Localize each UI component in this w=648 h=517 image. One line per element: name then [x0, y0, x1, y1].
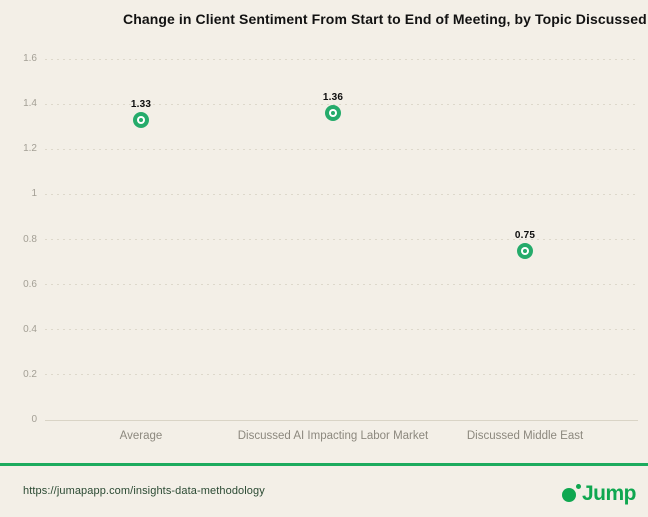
y-axis-tick-label: 0.8	[23, 233, 37, 245]
y-axis-tick-label: 1.4	[23, 98, 37, 110]
data-point-marker	[325, 105, 341, 122]
x-axis-category-label: Discussed Middle East	[466, 430, 584, 442]
jump-logo-small-dot-icon	[576, 484, 581, 489]
y-axis-tick-label: 0.2	[23, 368, 37, 380]
y-axis-tick-label: 0	[31, 414, 37, 425]
x-axis-category-label: Average	[119, 430, 163, 442]
gridline	[45, 329, 638, 331]
jump-logo-wordmark: Jump	[582, 482, 637, 505]
jump-logo: Jump	[562, 481, 642, 507]
marker-inner-ring	[137, 115, 145, 124]
gridline	[45, 148, 638, 150]
marker-inner-ring	[521, 246, 529, 255]
gridline	[45, 239, 638, 240]
data-point-value-label: 1.36	[322, 92, 344, 104]
marker-inner-ring	[329, 109, 337, 118]
gridline	[45, 58, 638, 60]
y-axis-tick-label: 1	[31, 188, 37, 200]
chart-plot-area: 0 0.2 0.4 0.6 0.8 1 1.2 1.4 1.6 1.33 Average 1.36 Di…	[23, 53, 638, 442]
x-axis-baseline	[45, 419, 638, 421]
y-axis-tick-label: 1.6	[23, 53, 37, 64]
y-axis-tick-label: 0.6	[23, 278, 37, 290]
footer-divider	[0, 463, 648, 466]
jump-logo-circle-icon	[562, 488, 576, 502]
y-axis-tick-label: 1.2	[23, 143, 37, 155]
data-point-marker	[517, 242, 533, 259]
data-point-marker	[133, 111, 149, 128]
marker-core-dot	[331, 111, 335, 116]
gridline	[45, 193, 638, 195]
gridline	[45, 374, 638, 376]
data-point-value-label: 1.33	[130, 98, 152, 110]
marker-core-dot	[523, 248, 527, 253]
marker-core-dot	[139, 117, 143, 122]
y-axis-tick-label: 0.4	[23, 323, 37, 335]
methodology-url: https://jumapapp.com/insights-data-metho…	[23, 485, 265, 497]
gridline	[45, 103, 638, 105]
gridline	[45, 284, 638, 286]
data-point-value-label: 0.75	[514, 229, 536, 241]
chart-title: Change in Client Sentiment From Start to…	[123, 11, 647, 27]
x-axis-category-label: Discussed AI Impacting Labor Market	[237, 430, 429, 442]
